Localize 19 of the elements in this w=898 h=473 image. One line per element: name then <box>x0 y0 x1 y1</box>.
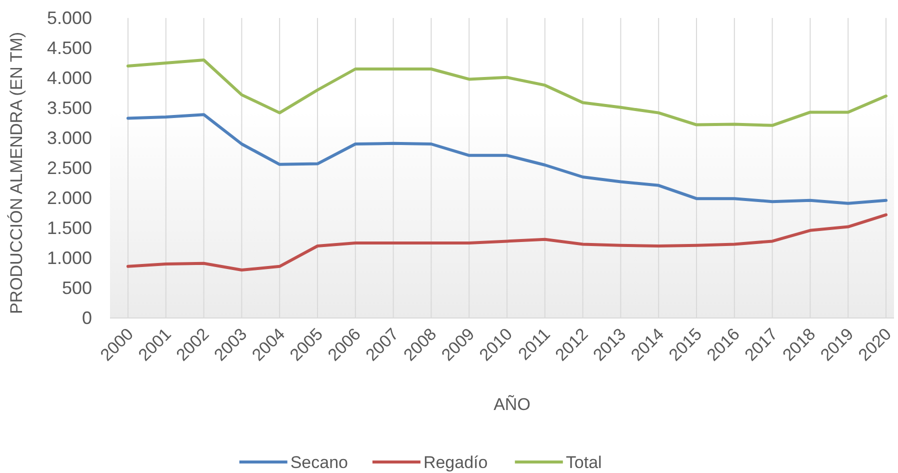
y-tick-label: 3.000 <box>46 128 92 148</box>
line-series <box>126 58 888 127</box>
y-tick-label: 2.500 <box>46 158 92 178</box>
y-tick-label: 500 <box>62 278 92 298</box>
y-tick-label: 2.000 <box>46 188 92 208</box>
line-series <box>126 113 888 205</box>
y-tick-label: 3.500 <box>46 98 92 118</box>
y-tick-label: 4.500 <box>46 38 92 58</box>
y-tick-label: 1.000 <box>46 248 92 268</box>
y-tick-label: 0 <box>82 308 92 328</box>
legend-label: Regadío <box>423 453 488 472</box>
y-tick-label: 4.000 <box>46 68 92 88</box>
x-axis-title: AÑO <box>494 395 530 414</box>
y-tick-label: 1.500 <box>46 218 92 238</box>
y-tick-label: 5.000 <box>46 8 92 28</box>
legend-label: Secano <box>290 453 348 472</box>
line-series <box>126 213 888 272</box>
y-axis-title: PRODUCCIÓN ALMENDRA (EN TM) <box>7 32 26 314</box>
legend-label: Total <box>566 453 602 472</box>
